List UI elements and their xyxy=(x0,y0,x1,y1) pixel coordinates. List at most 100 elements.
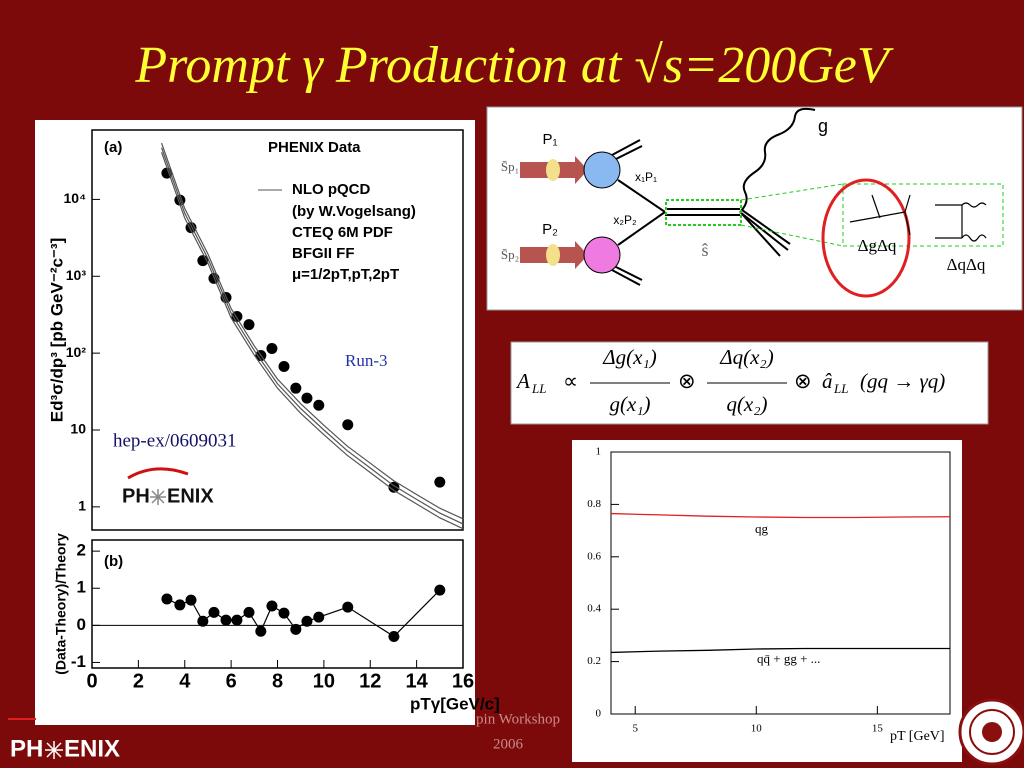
data-line xyxy=(610,512,951,519)
plot-panel xyxy=(572,440,962,762)
y-tick-label: 0 xyxy=(77,615,86,634)
panel-label: (b) xyxy=(104,553,123,570)
feynman-diagram: P₁ P₂ S̄p₁ S̄p₂ x₁P₁ x₂P₂ g ŝ ΔgΔq ΔqΔq xyxy=(486,106,1023,311)
data-point xyxy=(388,630,400,642)
formula-text: ⊗ xyxy=(794,369,812,393)
data-line xyxy=(160,147,464,525)
data-point xyxy=(231,614,243,626)
series-label: qg xyxy=(755,521,769,536)
formula-text: (gq → γq) xyxy=(860,369,945,393)
formula-text: Δg(x₁) xyxy=(602,345,656,369)
footer: pin Workshop xyxy=(476,711,560,727)
panel-label: (a) xyxy=(104,139,122,156)
formula-text: Δq(x₂) xyxy=(719,345,773,369)
legend-note: μ=1/2pT,pT,2pT xyxy=(292,266,399,283)
y-tick-label: 1 xyxy=(77,578,86,597)
label: P₂ xyxy=(542,221,558,238)
annotation: hep-ex/0609031 xyxy=(113,430,236,451)
x-tick-label: 10 xyxy=(751,723,763,735)
data-point xyxy=(243,606,255,618)
x-tick-label: 14 xyxy=(406,670,429,692)
circle-highlight xyxy=(821,178,911,298)
formula-text: LL xyxy=(531,381,546,396)
data-point xyxy=(290,623,302,635)
legend-note: (by W.Vogelsang) xyxy=(292,203,416,220)
x-tick-label: 2 xyxy=(133,670,144,692)
legend-title: PHENIX Data xyxy=(268,139,361,156)
plot-frame xyxy=(610,451,951,715)
x-tick-label: 16 xyxy=(452,670,474,692)
logo-star xyxy=(150,489,166,505)
logo-text: PH xyxy=(10,735,43,762)
data-point xyxy=(243,319,255,331)
footer: 2006 xyxy=(493,736,524,752)
ellipse xyxy=(546,159,560,181)
plot-frame xyxy=(91,129,464,531)
x-tick-label: 5 xyxy=(632,723,638,735)
data-point xyxy=(434,584,446,596)
y-tick-label: 10³ xyxy=(66,267,87,283)
y-tick-label: 0.4 xyxy=(587,603,601,615)
label: g xyxy=(818,116,828,136)
y-tick-label: 1 xyxy=(596,446,602,458)
data-point xyxy=(266,600,278,612)
formula-text: g(x₁) xyxy=(609,392,650,416)
logo-text: ENIX xyxy=(167,485,214,507)
y-axis-label: (Data-Theory)/Theory xyxy=(53,533,69,675)
data-point xyxy=(434,476,446,488)
formula-text: q(x₂) xyxy=(726,392,767,416)
data-point xyxy=(342,601,354,613)
series-label: qq̄ + gg + ... xyxy=(757,651,820,666)
y-tick-label: 10⁴ xyxy=(64,190,87,206)
slide-title: Prompt γ Production at √s=200GeV xyxy=(134,37,894,94)
y-tick-label: 0.8 xyxy=(587,498,601,510)
x-tick-label: 4 xyxy=(179,670,191,692)
label: S̄p₁ xyxy=(501,159,519,174)
formula-text: A xyxy=(515,369,530,393)
data-point xyxy=(197,615,209,627)
label: x₂P₂ xyxy=(613,213,637,227)
data-line xyxy=(160,152,464,530)
data-point xyxy=(313,399,325,411)
x-tick-label: 8 xyxy=(272,670,283,692)
data-point xyxy=(220,614,232,626)
legend-note: BFGII FF xyxy=(292,245,355,262)
label: ΔgΔq xyxy=(858,236,897,255)
x-axis-label: pTγ[GeV/c] xyxy=(410,694,500,713)
data-point xyxy=(266,342,278,354)
data-point xyxy=(342,419,354,431)
data-point xyxy=(388,481,400,493)
data-point xyxy=(255,625,267,637)
seal xyxy=(958,698,1024,766)
logo-arc xyxy=(127,467,189,480)
x-tick-label: 0 xyxy=(86,670,97,692)
logo-text: PH xyxy=(122,485,150,507)
label: ΔqΔq xyxy=(947,255,986,274)
highlight xyxy=(665,199,742,226)
label: P₁ xyxy=(542,131,557,148)
diagram-box xyxy=(486,106,1023,311)
y-axis-label: Ed³σ/dp³ [pb GeV⁻²c⁻³] xyxy=(47,238,66,422)
y-tick-label: 2 xyxy=(77,541,86,560)
label: S̄p₂ xyxy=(501,247,519,262)
y-tick-label: 1 xyxy=(78,498,86,514)
logo-text: ENIX xyxy=(64,735,120,762)
formula: A LL ∝ Δg(x₁) g(x₁) ⊗ Δq(x₂) q(x₂) ⊗ â L… xyxy=(510,341,989,425)
label: ŝ xyxy=(701,240,708,260)
x-axis-label: pT [GeV] xyxy=(890,729,945,744)
data-point xyxy=(208,606,220,618)
x-tick-label: 10 xyxy=(313,670,335,692)
plot-panel xyxy=(35,120,475,725)
y-tick-label: 0.2 xyxy=(587,655,601,667)
x-tick-label: 12 xyxy=(359,670,381,692)
y-tick-label: 0 xyxy=(596,708,602,720)
legend-note: CTEQ 6M PDF xyxy=(292,224,393,241)
data-point xyxy=(290,382,302,394)
y-tick-label: 0.6 xyxy=(587,550,601,562)
legend-entry: NLO pQCD xyxy=(292,181,370,198)
proton xyxy=(583,151,621,189)
